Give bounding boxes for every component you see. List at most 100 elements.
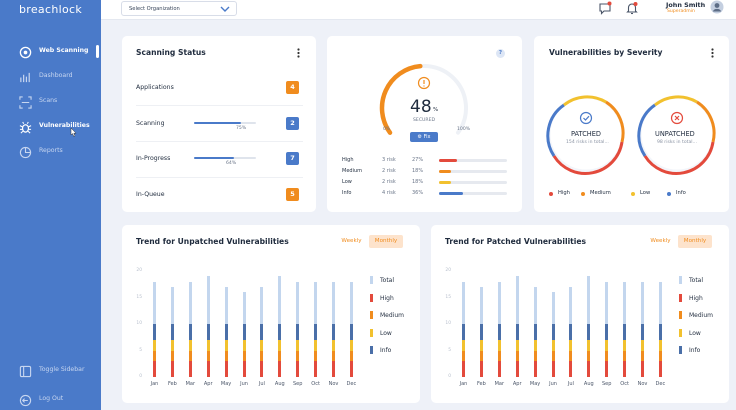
fix-button[interactable]: ⚙ Fix xyxy=(410,132,438,142)
tab-monthly[interactable]: Monthly xyxy=(369,235,403,248)
chevron-down-icon xyxy=(220,6,230,12)
legend-label: High xyxy=(558,190,570,196)
y-tick-label: 0 xyxy=(139,374,142,379)
sidebar-toggle-icon xyxy=(19,365,32,378)
gauge-fill xyxy=(379,63,423,135)
unpatched-ring-medium xyxy=(696,100,716,143)
severity-rings xyxy=(546,95,716,175)
toggle-sidebar-button[interactable]: Toggle Sidebar xyxy=(0,362,101,382)
sidebar-item-web-scanning[interactable]: Web Scanning xyxy=(0,43,101,63)
check-circle-icon xyxy=(579,111,593,125)
patched-ring-low xyxy=(563,95,607,107)
bar-segment-high xyxy=(153,361,156,377)
y-tick-label: 20 xyxy=(445,268,451,273)
x-tick-label: Apr xyxy=(203,381,213,387)
patched-title: PATCHED xyxy=(571,130,601,138)
sidebar-item-label: Reports xyxy=(39,147,63,154)
bar-segment-high xyxy=(224,361,228,377)
trend-bar xyxy=(170,225,174,377)
x-tick-label: Oct xyxy=(620,381,629,387)
unpatched-subtitle: 98 risks in total... xyxy=(657,140,697,145)
fix-button-label: Fix xyxy=(423,134,431,140)
legend-swatch xyxy=(370,293,373,302)
risk-bar xyxy=(439,181,507,184)
trend-bar xyxy=(296,225,300,377)
breachlock-logo[interactable]: breachlock xyxy=(19,3,82,16)
trend-bar xyxy=(153,225,156,377)
y-tick-label: 5 xyxy=(448,347,451,353)
sidebar-item-dashboard[interactable]: Dashboard xyxy=(0,68,101,88)
tab-monthly[interactable]: Monthly xyxy=(678,235,712,248)
chat-icon[interactable] xyxy=(598,1,612,15)
trend-bar xyxy=(242,225,246,377)
wrench-icon: ⚙ xyxy=(417,134,424,140)
x-tick-label: Feb xyxy=(167,381,177,387)
risk-bar-fill xyxy=(439,159,458,162)
bar-segment-high xyxy=(278,361,282,377)
legend-dot xyxy=(667,192,671,196)
help-icon[interactable]: ? xyxy=(496,49,505,58)
sidebar-item-reports[interactable]: Reports xyxy=(0,143,101,163)
secured-label: SECURED xyxy=(413,118,436,123)
x-tick-label: Apr xyxy=(512,381,522,387)
logout-button[interactable]: Log Out xyxy=(0,391,101,410)
secured-gauge xyxy=(379,63,468,135)
bar-segment-high xyxy=(170,361,174,377)
risk-label: High xyxy=(342,157,354,163)
tab-weekly[interactable]: Weekly xyxy=(650,238,671,244)
organization-select[interactable]: Select Organization xyxy=(121,1,237,16)
x-tick-label: Jan xyxy=(150,381,159,387)
x-tick-label: Aug xyxy=(583,381,594,387)
organization-select-value: Select Organization xyxy=(129,6,180,12)
patched-ring-info xyxy=(546,103,565,157)
risk-row: Medium 2 risk 18% xyxy=(342,168,512,176)
sidebar-item-vulnerabilities[interactable]: Vulnerabilities xyxy=(0,118,101,138)
trend-bar xyxy=(623,225,627,377)
trend-bar xyxy=(533,225,537,377)
risk-row: High 3 risk 27% xyxy=(342,157,512,165)
avatar[interactable] xyxy=(710,0,724,14)
trend-bar xyxy=(551,225,555,377)
sidebar-item-label: Web Scanning xyxy=(39,47,89,54)
legend-swatch xyxy=(370,346,373,354)
trend-bar xyxy=(658,225,662,377)
y-tick-label: 0 xyxy=(448,374,451,379)
divider xyxy=(136,177,303,178)
scanning-status-card: Scanning Status Applications 4 Scanning … xyxy=(122,36,316,212)
bar-segment-high xyxy=(569,361,573,377)
legend-swatch xyxy=(679,346,682,354)
bar-segment-high xyxy=(206,361,210,377)
unpatched-title: UNPATCHED xyxy=(655,130,695,138)
x-tick-label: Nov xyxy=(328,381,339,387)
user-role: Superadmin xyxy=(667,9,695,14)
secured-unit: % xyxy=(433,107,439,113)
trend-unpatched-title: Trend for Unpatched Vulnerabilities xyxy=(136,237,289,246)
radar-icon xyxy=(19,46,32,59)
bug-icon xyxy=(19,121,32,134)
more-options-icon[interactable] xyxy=(297,48,300,58)
x-tick-label: Sep xyxy=(601,381,612,387)
trend-bar xyxy=(479,225,483,377)
logout-icon xyxy=(19,394,32,407)
trend-bar xyxy=(206,225,210,377)
bar-segment-high xyxy=(188,361,192,377)
bar-segment-high xyxy=(479,361,483,377)
risk-label: Low xyxy=(342,179,352,185)
check-mark xyxy=(583,115,590,121)
tab-weekly[interactable]: Weekly xyxy=(341,238,362,244)
x-tick-label: Jul xyxy=(567,381,574,387)
patched-ring-high xyxy=(552,141,624,175)
sidebar-item-scans[interactable]: Scans xyxy=(0,93,101,113)
x-tick-label: Dec xyxy=(655,381,666,387)
legend-dot xyxy=(581,192,585,196)
more-options-icon[interactable] xyxy=(711,48,714,58)
bar-segment-high xyxy=(332,361,335,377)
trend-bar xyxy=(314,225,318,377)
secured-score-card: ? 48 % SECURED 0% 100% ⚙ Fix High 3 risk 2… xyxy=(327,36,522,212)
risk-bar-fill xyxy=(439,181,452,184)
bell-icon[interactable] xyxy=(625,1,639,15)
trend-bar xyxy=(515,225,519,377)
legend-dot xyxy=(549,192,553,196)
gauge-min-label: 0% xyxy=(383,127,391,132)
trend-bar xyxy=(278,225,282,377)
